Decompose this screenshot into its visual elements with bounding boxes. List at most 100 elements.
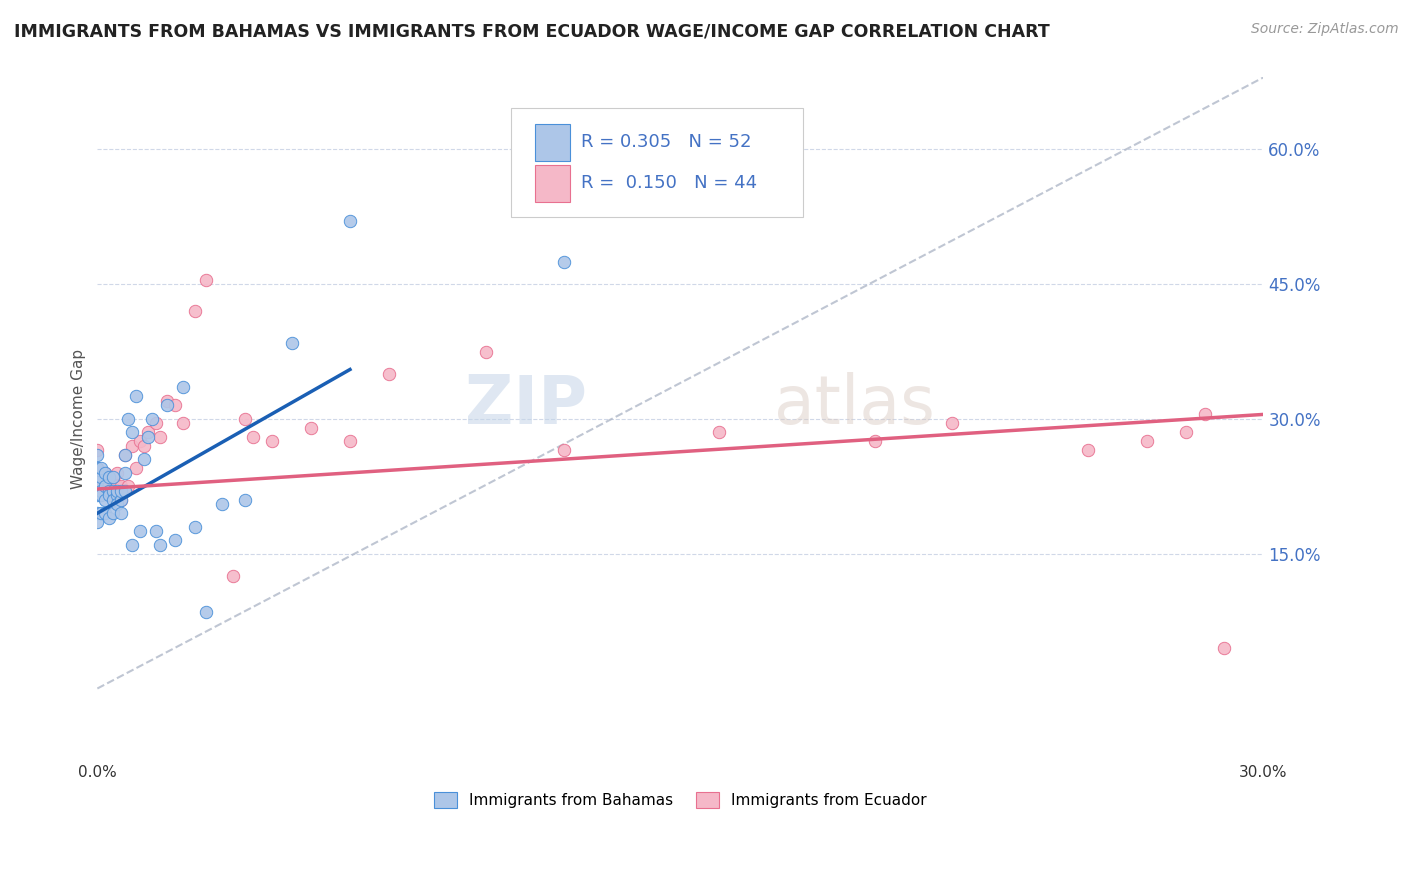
Point [299,421,322,435]
Legend: Immigrants from Bahamas, Immigrants from Ecuador: Immigrants from Bahamas, Immigrants from… [427,786,934,814]
FancyBboxPatch shape [534,164,569,202]
Point [86,488,108,502]
FancyBboxPatch shape [534,123,569,161]
Point [941,417,963,431]
Point [129,524,152,539]
Point [378,367,401,381]
Point [94,466,117,480]
Point [90,488,112,502]
Point [94,506,117,520]
Point [222,569,245,583]
Point [233,412,256,426]
Point [86,448,108,462]
Point [233,492,256,507]
Point [90,461,112,475]
Point [172,380,194,394]
Point [709,425,731,440]
Point [98,488,121,502]
Point [86,506,108,520]
Point [125,389,148,403]
Text: R =  0.150   N = 44: R = 0.150 N = 44 [581,174,758,193]
Point [105,483,128,498]
Point [110,506,132,520]
Point [101,475,124,489]
Point [90,483,112,498]
Point [86,461,108,475]
Point [148,430,170,444]
Point [339,214,361,228]
Point [117,479,139,493]
Point [101,483,124,498]
Point [136,430,159,444]
Point [105,488,128,502]
Point [110,479,132,493]
Point [98,483,121,498]
Point [339,434,361,449]
Point [165,533,187,548]
Point [129,434,152,449]
Point [94,479,117,493]
Point [211,497,233,511]
Text: ZIP: ZIP [465,372,588,438]
Point [101,470,124,484]
Point [195,605,218,619]
Point [148,538,170,552]
Point [125,461,148,475]
Point [86,515,108,529]
Point [94,479,117,493]
Point [183,520,205,534]
Point [105,479,128,493]
Point [114,466,136,480]
Point [1213,641,1236,656]
Point [242,430,264,444]
Point [101,492,124,507]
Point [1077,443,1099,458]
Point [98,510,121,524]
Point [114,448,136,462]
Point [156,393,179,408]
Text: R = 0.305   N = 52: R = 0.305 N = 52 [581,133,752,152]
Point [86,461,108,475]
Point [114,483,136,498]
Text: atlas: atlas [773,372,935,438]
Point [1136,434,1159,449]
Point [145,524,167,539]
Point [90,479,112,493]
Point [101,506,124,520]
Point [195,272,218,286]
Point [86,443,108,458]
Point [110,483,132,498]
Point [114,448,136,462]
Point [863,434,886,449]
FancyBboxPatch shape [512,108,803,218]
Point [121,439,143,453]
Point [98,470,121,484]
Point [90,470,112,484]
Point [262,434,284,449]
Point [475,344,498,359]
Point [117,412,139,426]
Point [156,399,179,413]
Point [145,417,167,431]
Point [1174,425,1197,440]
Y-axis label: Wage/Income Gap: Wage/Income Gap [72,349,86,489]
Text: IMMIGRANTS FROM BAHAMAS VS IMMIGRANTS FROM ECUADOR WAGE/INCOME GAP CORRELATION C: IMMIGRANTS FROM BAHAMAS VS IMMIGRANTS FR… [14,22,1050,40]
Point [121,538,143,552]
Point [86,475,108,489]
Point [553,443,575,458]
Point [183,304,205,318]
Point [110,492,132,507]
Point [280,335,302,350]
Point [132,439,155,453]
Point [165,399,187,413]
Point [98,470,121,484]
Point [121,425,143,440]
Point [90,506,112,520]
Point [136,425,159,440]
Point [101,488,124,502]
Point [132,452,155,467]
Text: Source: ZipAtlas.com: Source: ZipAtlas.com [1251,22,1399,37]
Point [172,417,194,431]
Point [1194,408,1216,422]
Point [110,492,132,507]
